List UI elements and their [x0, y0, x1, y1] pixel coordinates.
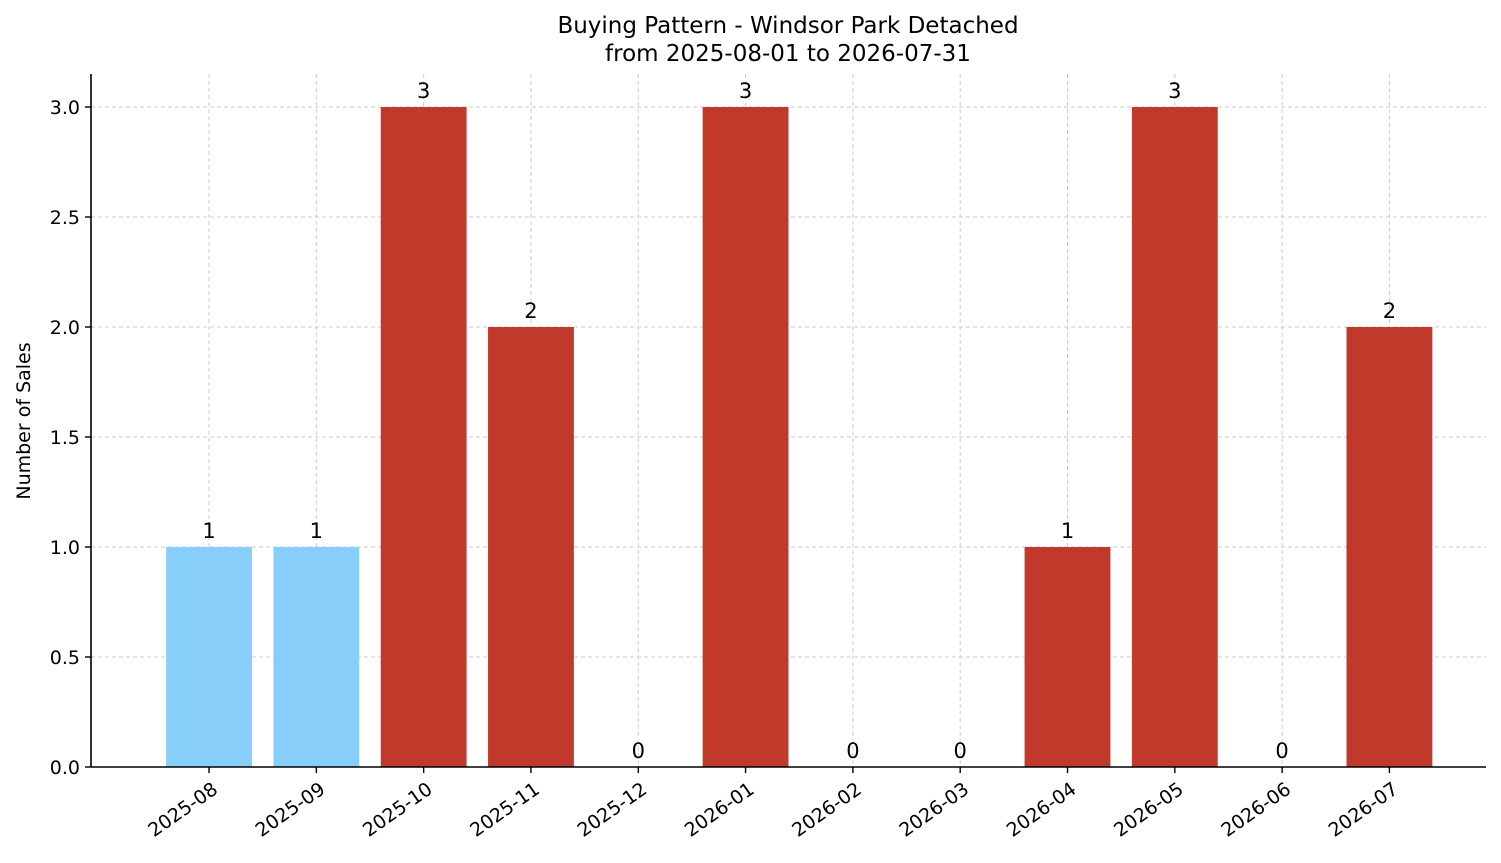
y-tick-label: 0.0 [50, 757, 80, 779]
y-tick-label: 0.5 [50, 647, 80, 669]
bar-2025-11 [488, 327, 574, 767]
data-label-2025-10: 3 [417, 79, 430, 103]
data-label-2025-08: 1 [202, 519, 215, 543]
y-tick-label: 2.0 [50, 317, 80, 339]
chart-subtitle: from 2025-08-01 to 2026-07-31 [605, 41, 971, 67]
data-label-2025-12: 0 [632, 739, 645, 763]
x-tick-label: 2026-02 [788, 778, 866, 842]
bar-2026-07 [1346, 327, 1433, 767]
x-tick-label: 2026-07 [1325, 778, 1403, 842]
y-tick-label: 1.5 [50, 427, 80, 449]
bar-2026-05 [1131, 107, 1218, 767]
x-tick-label: 2025-09 [252, 778, 330, 842]
data-label-2026-04: 1 [1061, 519, 1074, 543]
x-tick-label: 2025-10 [359, 778, 437, 842]
bar-2026-01 [702, 107, 789, 767]
y-axis-label: Number of Sales [13, 342, 35, 499]
x-tick-label: 2025-08 [144, 778, 222, 842]
x-tick-label: 2025-11 [466, 778, 544, 842]
bars [166, 107, 1433, 767]
data-label-2026-05: 3 [1168, 79, 1181, 103]
bar-2025-10 [380, 107, 467, 767]
data-label-2025-09: 1 [310, 519, 323, 543]
bar-2025-08 [166, 547, 252, 767]
y-tick-label: 3.0 [50, 97, 80, 119]
data-label-2026-02: 0 [846, 739, 859, 763]
y-tick-label: 1.0 [50, 537, 80, 559]
data-label-2026-07: 2 [1383, 299, 1396, 323]
data-labels: 1 1 3 2 0 3 0 0 1 3 0 2 [202, 79, 1396, 763]
bar-2025-09 [273, 547, 360, 767]
data-label-2025-11: 2 [524, 299, 537, 323]
chart-title: Buying Pattern - Windsor Park Detached [557, 13, 1018, 39]
x-tick-label: 2026-05 [1110, 778, 1188, 842]
data-label-2026-06: 0 [1275, 739, 1288, 763]
bar-2026-04 [1024, 547, 1111, 767]
x-tick-label: 2025-12 [573, 778, 651, 842]
x-tick-label: 2026-06 [1217, 778, 1295, 842]
data-label-2026-01: 3 [739, 79, 752, 103]
x-tick-label: 2026-01 [681, 778, 759, 842]
y-tick-label: 2.5 [50, 207, 80, 229]
x-tick-label: 2026-04 [1003, 778, 1081, 842]
data-label-2026-03: 0 [954, 739, 967, 763]
x-tick-label: 2026-03 [895, 778, 973, 842]
